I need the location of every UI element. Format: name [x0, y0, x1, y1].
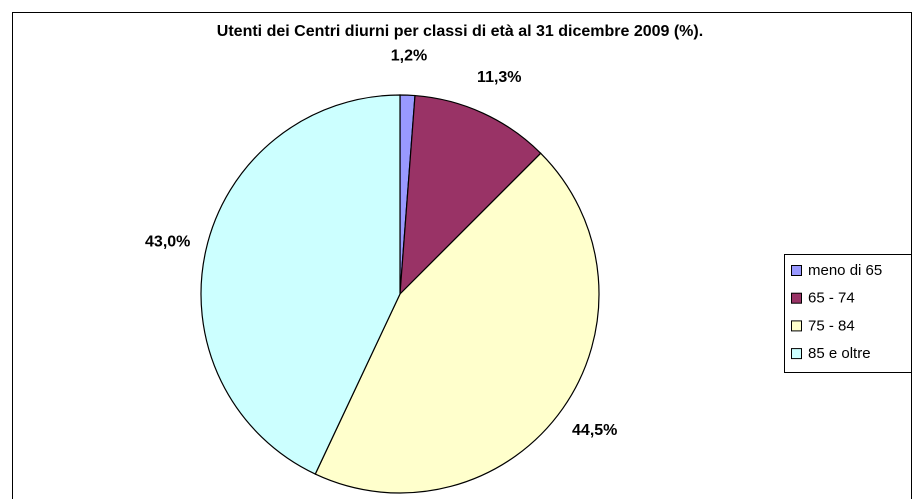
legend-label: 85 e oltre [808, 345, 871, 362]
pie-slice [399, 94, 542, 296]
legend-swatch [791, 320, 802, 332]
legend-label: 65 - 74 [808, 290, 855, 307]
chart-title: Utenti dei Centri diurni per classi di e… [217, 23, 703, 40]
legend-swatch [791, 265, 802, 276]
data-label: 11,3% [477, 69, 521, 86]
data-label: 1,2% [391, 47, 427, 64]
legend-swatch [791, 348, 802, 360]
data-label: 43,0% [145, 233, 190, 250]
pie-slice [314, 152, 600, 494]
pie-slice [200, 94, 401, 475]
legend-swatch [791, 292, 802, 304]
legend-label: 75 - 84 [808, 317, 855, 334]
data-label: 44,5% [572, 422, 617, 439]
legend-box [784, 254, 912, 373]
legend-label: meno di 65 [808, 262, 882, 279]
